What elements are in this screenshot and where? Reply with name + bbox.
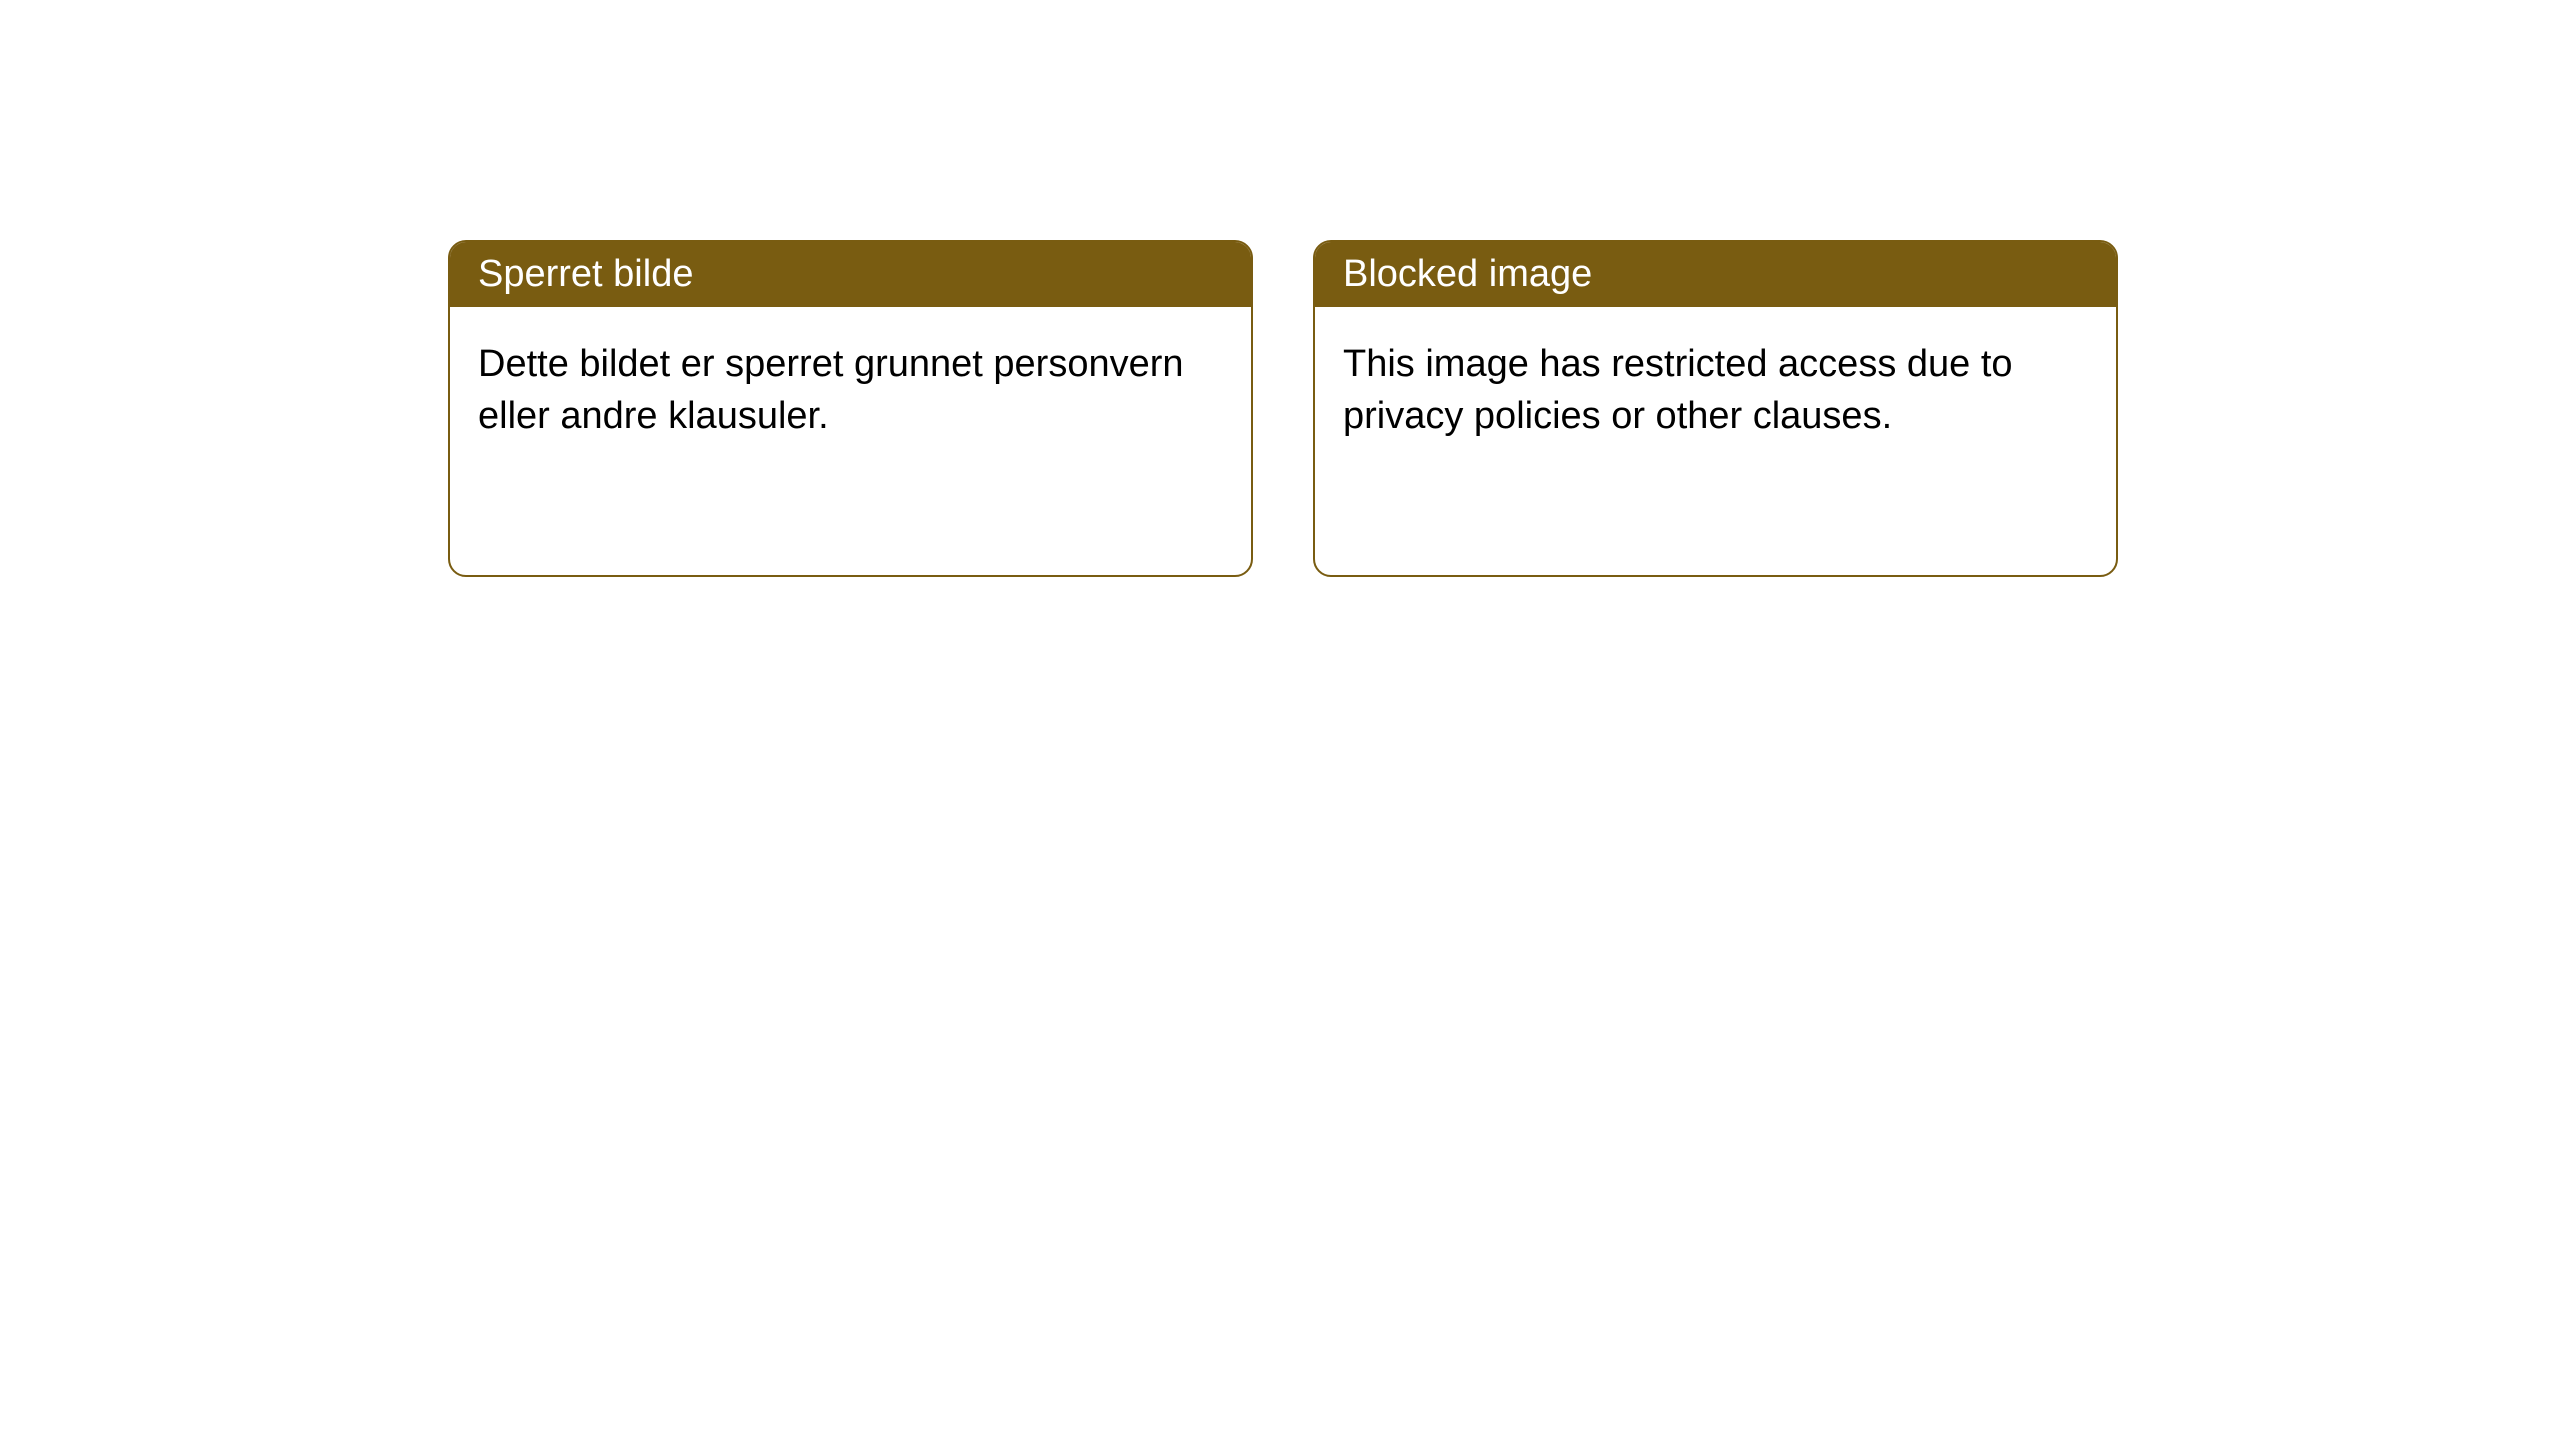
notice-body: This image has restricted access due to …	[1315, 307, 2116, 474]
notice-body: Dette bildet er sperret grunnet personve…	[450, 307, 1251, 474]
notice-header: Blocked image	[1315, 242, 2116, 307]
notice-container: Sperret bilde Dette bildet er sperret gr…	[448, 240, 2560, 577]
notice-box-english: Blocked image This image has restricted …	[1313, 240, 2118, 577]
notice-box-norwegian: Sperret bilde Dette bildet er sperret gr…	[448, 240, 1253, 577]
notice-header: Sperret bilde	[450, 242, 1251, 307]
